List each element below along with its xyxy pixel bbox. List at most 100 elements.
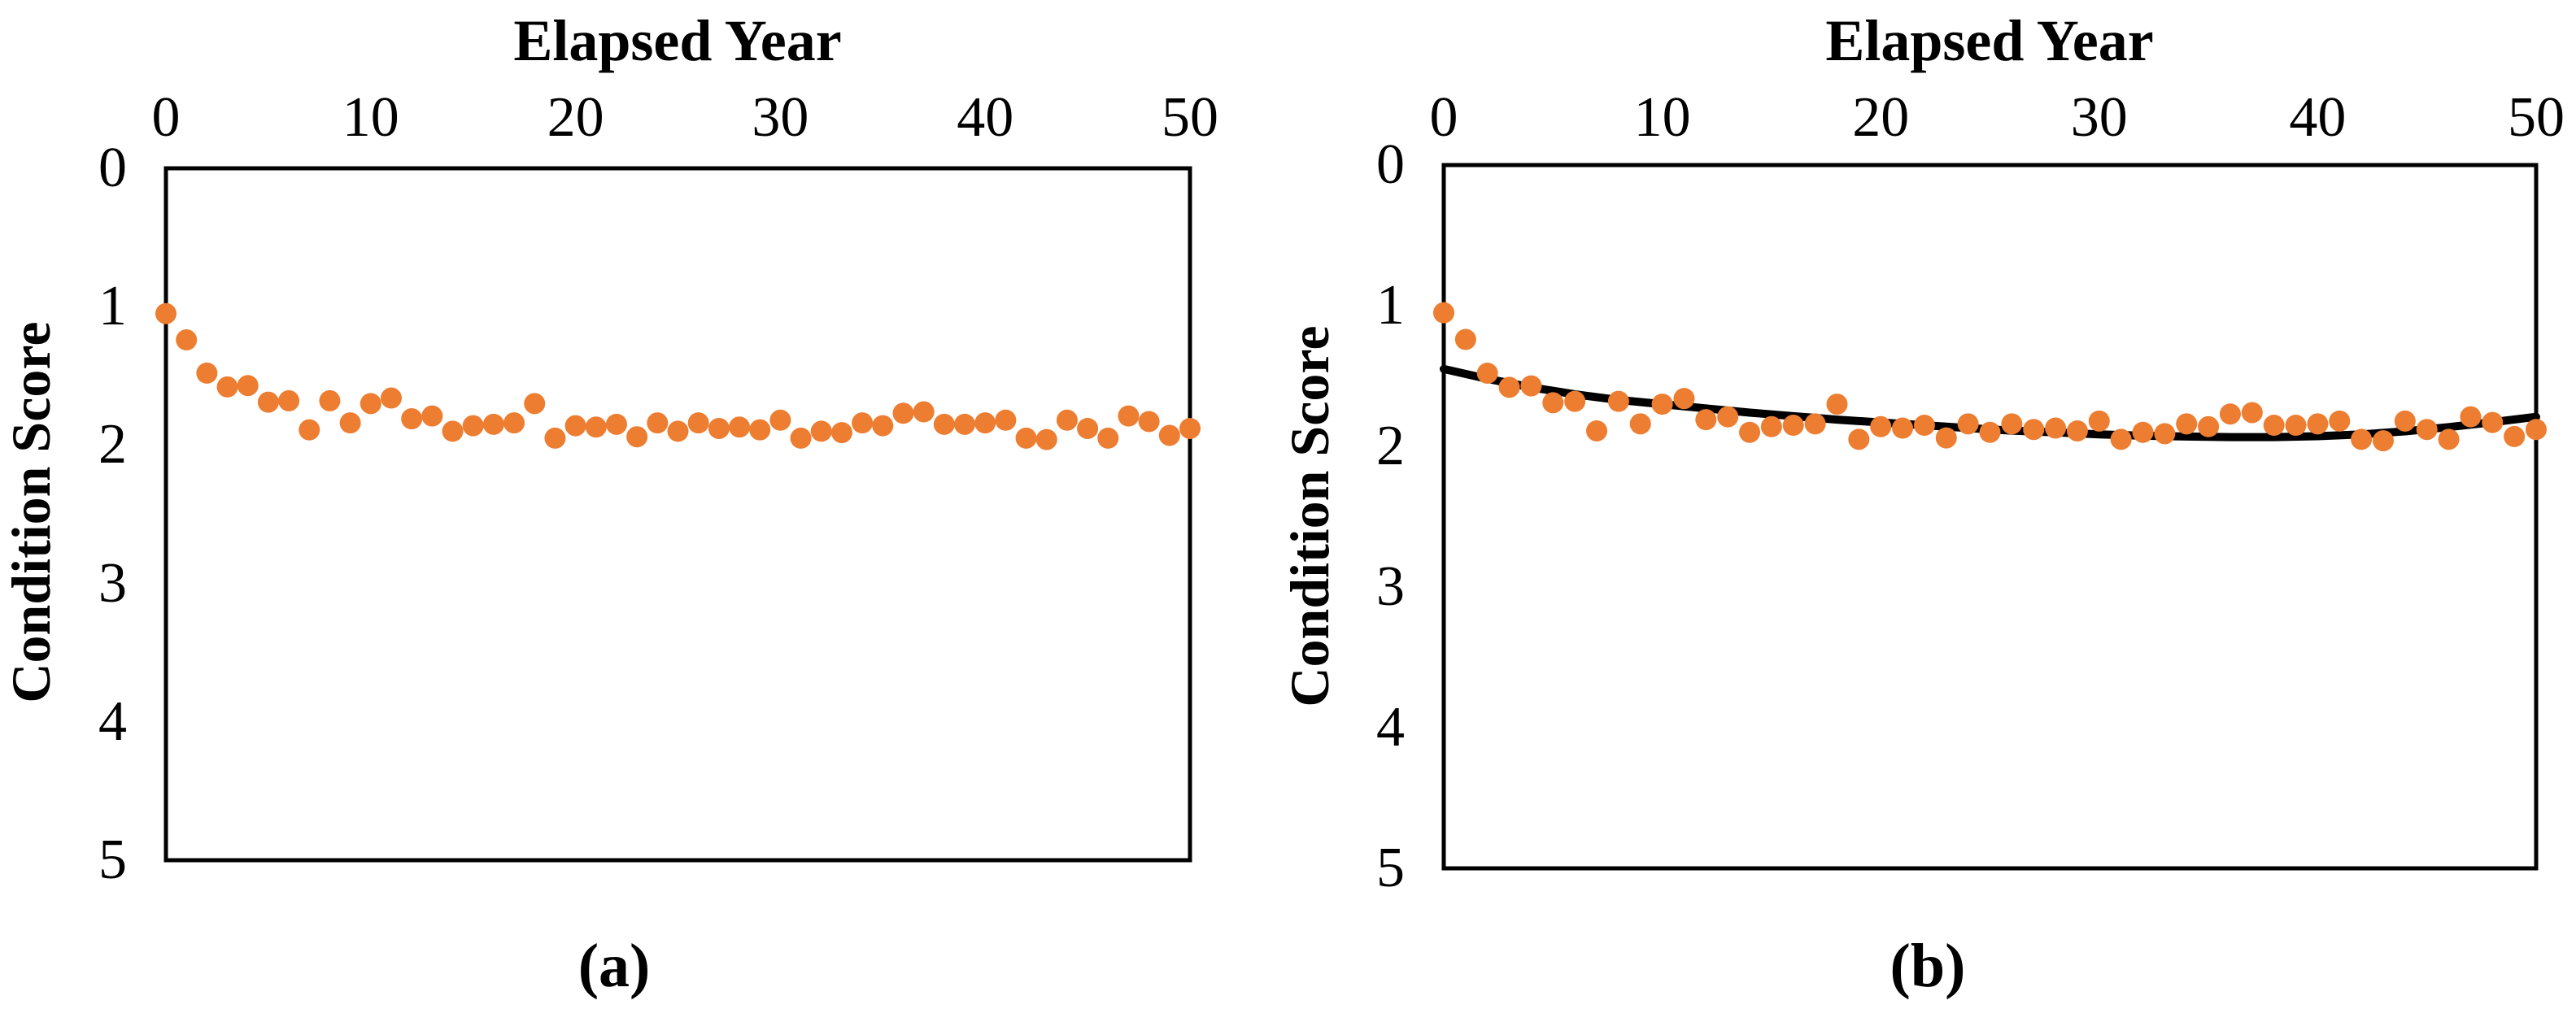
data-point xyxy=(1782,415,1804,437)
data-point xyxy=(380,387,402,409)
data-point xyxy=(237,375,259,397)
x-tick-label: 20 xyxy=(547,86,604,149)
x-tick-label: 20 xyxy=(1852,86,1910,149)
y-tick-label: 0 xyxy=(98,137,127,199)
data-point xyxy=(564,415,586,437)
data-point xyxy=(1804,413,1826,435)
data-point xyxy=(2132,421,2154,443)
data-point xyxy=(708,417,730,439)
y-axis-title-a: Condition Score xyxy=(0,321,62,703)
data-point xyxy=(1957,413,1979,435)
data-point xyxy=(933,413,955,435)
data-point xyxy=(544,427,566,449)
x-tick-label: 0 xyxy=(151,86,181,149)
y-tick-label: 3 xyxy=(98,551,127,615)
data-point xyxy=(1077,417,1099,439)
data-point xyxy=(1097,427,1119,449)
y-tick-label: 5 xyxy=(1376,837,1405,899)
data-point xyxy=(2263,415,2285,437)
data-point xyxy=(421,405,443,427)
y-tick-label: 2 xyxy=(1376,415,1405,477)
data-point xyxy=(1498,376,1520,398)
data-point xyxy=(339,412,361,434)
data-point xyxy=(2504,425,2526,447)
data-point xyxy=(1454,328,1476,350)
data-point xyxy=(176,329,198,351)
y-tick-label: 0 xyxy=(1376,133,1405,196)
y-tick-label: 3 xyxy=(1376,555,1405,618)
data-point xyxy=(1826,394,1848,415)
data-point xyxy=(2438,428,2460,450)
data-point xyxy=(1870,415,1892,437)
data-point xyxy=(1629,413,1651,435)
y-tick-label: 2 xyxy=(98,413,127,476)
data-point xyxy=(687,412,709,434)
data-point xyxy=(216,376,238,398)
data-point xyxy=(2088,410,2110,432)
y-tick-label: 5 xyxy=(98,829,127,891)
data-point xyxy=(1760,415,1782,437)
data-point xyxy=(524,393,546,415)
data-point xyxy=(319,389,341,411)
x-tick-label: 10 xyxy=(342,86,399,149)
data-point xyxy=(1913,415,1935,437)
data-point xyxy=(2526,419,2547,441)
x-tick-label: 40 xyxy=(957,86,1014,149)
data-point xyxy=(1118,405,1140,427)
data-point xyxy=(872,415,894,437)
data-point xyxy=(852,412,874,434)
data-point xyxy=(2198,415,2220,437)
data-point xyxy=(1848,428,1870,450)
data-point xyxy=(2482,411,2504,433)
data-point xyxy=(2285,415,2307,437)
data-point xyxy=(605,413,627,435)
data-point xyxy=(1673,388,1695,410)
data-point xyxy=(462,415,484,437)
data-point xyxy=(626,426,648,448)
data-point xyxy=(299,419,320,441)
plot-border xyxy=(1441,163,2539,871)
data-point xyxy=(1542,392,1564,414)
data-point xyxy=(810,420,832,442)
x-tick-label: 30 xyxy=(2070,86,2128,149)
data-point xyxy=(1739,421,1761,443)
x-tick-label: 50 xyxy=(1162,86,1218,149)
data-point xyxy=(2329,410,2351,432)
data-point xyxy=(974,412,996,434)
data-point xyxy=(2176,413,2198,435)
x-tick-label: 0 xyxy=(1429,86,1458,149)
data-point xyxy=(442,420,464,442)
data-point xyxy=(2001,413,2023,435)
data-point xyxy=(360,393,381,415)
data-point xyxy=(1433,302,1454,324)
data-point xyxy=(995,409,1017,431)
panel-a-caption: (a) xyxy=(578,932,651,1000)
data-point xyxy=(196,362,218,384)
data-point xyxy=(790,427,812,449)
data-point xyxy=(647,412,669,434)
plot-border xyxy=(163,166,1192,863)
data-point xyxy=(1520,375,1542,397)
y-tick-label: 4 xyxy=(1376,696,1405,759)
data-point xyxy=(830,422,852,444)
data-point xyxy=(1564,390,1586,412)
data-point xyxy=(2394,410,2416,432)
data-point xyxy=(2372,430,2394,452)
data-point xyxy=(892,402,914,424)
data-point xyxy=(1015,427,1037,449)
y-tick-label: 1 xyxy=(1376,274,1405,337)
data-point xyxy=(913,401,935,423)
data-point xyxy=(1607,390,1629,412)
data-point xyxy=(2023,419,2045,441)
y-tick-label: 4 xyxy=(98,689,127,753)
data-point xyxy=(278,389,300,411)
data-point xyxy=(2045,417,2067,439)
x-axis-title-a: Elapsed Year xyxy=(513,8,842,73)
data-point xyxy=(482,413,504,435)
data-point xyxy=(769,409,791,431)
data-point xyxy=(1892,417,1914,439)
data-point xyxy=(1035,428,1057,450)
y-tick-label: 1 xyxy=(98,275,127,338)
